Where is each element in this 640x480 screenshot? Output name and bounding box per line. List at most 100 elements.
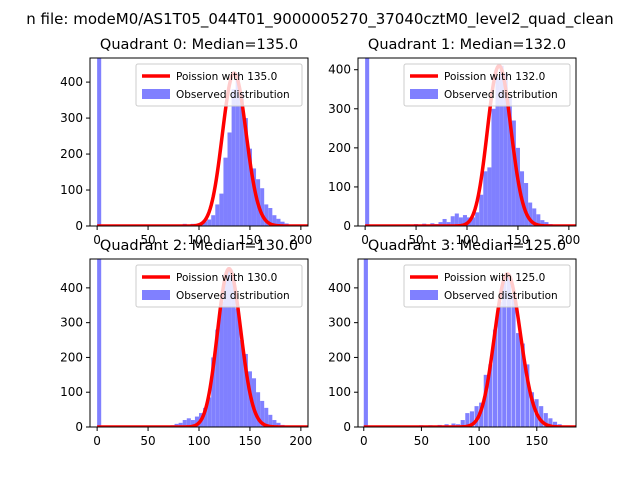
poisson-curve — [96, 71, 308, 226]
legend-entry-observed: Observed distribution — [444, 290, 558, 302]
legend-entry-observed: Observed distribution — [176, 290, 290, 302]
plot-area — [364, 58, 576, 226]
hist-bar — [520, 343, 525, 427]
x-tick-label: 50 — [140, 233, 155, 247]
hist-bar — [207, 397, 212, 427]
y-tick-label: 200 — [60, 350, 83, 364]
hist-bar — [460, 420, 465, 427]
hist-bar — [529, 392, 535, 427]
hist-bar — [251, 168, 257, 226]
hist-bar — [223, 157, 228, 226]
hist-bar — [507, 97, 512, 226]
legend-entry-observed: Observed distribution — [444, 89, 558, 101]
hist-bar — [276, 422, 281, 427]
hist-bar — [215, 204, 220, 226]
legend-entry-poisson: Poission with 132.0 — [444, 71, 545, 83]
subplot-title: Quadrant 1: Median=132.0 — [368, 37, 566, 53]
subplot-grid: 0 50 100 150 200 0 100 200 300 400 Quadrant 0: Med… — [60, 37, 580, 448]
legend-box — [403, 264, 571, 308]
y-tick-label: 0 — [75, 420, 83, 434]
hist-bar — [215, 329, 220, 427]
y-tick-label: 200 — [328, 350, 351, 364]
hist-bar — [231, 89, 236, 226]
hist-bar — [264, 204, 269, 226]
hist-bar — [540, 220, 545, 226]
subplot-title: Quadrant 2: Median=130.0 — [100, 238, 298, 254]
y-tick-label: 400 — [328, 281, 351, 295]
hist-bar — [511, 294, 516, 427]
subplot-title: Quadrant 0: Median=135.0 — [100, 37, 298, 53]
legend-entry-poisson: Poission with 135.0 — [176, 71, 277, 83]
hist-bar — [516, 333, 521, 427]
y-tick-label: 100 — [60, 385, 83, 399]
hist-bar — [272, 215, 277, 226]
x-tick-label: 50 — [408, 233, 423, 247]
hist-bar — [492, 329, 498, 427]
hist-bar — [450, 216, 455, 226]
hist-bar — [97, 58, 102, 226]
hist-bar — [483, 374, 488, 427]
hist-bar — [548, 418, 553, 427]
hist-bar — [247, 148, 252, 226]
hist-bar — [475, 212, 480, 226]
hist-bar — [544, 222, 549, 226]
y-tick-label: 0 — [343, 219, 351, 233]
y-tick-label: 400 — [60, 281, 83, 295]
x-tick-label: 100 — [188, 434, 211, 448]
y-tick-label: 0 — [75, 219, 83, 233]
hist-bar — [471, 217, 476, 226]
x-tick-label: 200 — [557, 233, 580, 247]
hist-bar — [272, 420, 277, 427]
hist-bar — [524, 183, 529, 226]
hist-bar — [491, 108, 496, 226]
subplot-quadrant-0: 0 50 100 150 200 0 100 200 300 400 Quadrant 0: Med… — [60, 37, 312, 247]
hist-bar — [487, 167, 492, 226]
hist-bar — [276, 218, 281, 226]
hist-bar — [260, 400, 265, 427]
x-tick-label: 0 — [361, 233, 369, 247]
hist-bar — [219, 301, 224, 427]
hist-bar — [536, 214, 541, 226]
y-tick-label: 100 — [60, 183, 83, 197]
legend-box — [135, 63, 303, 107]
hist-bar — [462, 215, 467, 226]
hist-bar — [194, 416, 199, 427]
y-tick-label: 200 — [60, 147, 83, 161]
x-tick-label: 150 — [506, 233, 529, 247]
hist-bar — [256, 392, 261, 427]
y-tick-label: 300 — [328, 316, 351, 330]
x-tick-label: 0 — [93, 233, 101, 247]
x-tick-label: 50 — [414, 434, 429, 448]
hist-bar — [190, 420, 195, 427]
subplot-quadrant-2: 0 50 100 150 200 0 100 200 300 400 Quadrant 2: Med… — [60, 238, 312, 448]
x-tick-label: 50 — [140, 434, 155, 448]
hist-bar — [479, 194, 484, 226]
hist-bar — [454, 213, 459, 226]
hist-bar — [532, 208, 537, 226]
y-tick-label: 200 — [328, 141, 351, 155]
hist-bar — [243, 353, 248, 427]
hist-bar — [219, 193, 224, 226]
hist-bar — [438, 222, 443, 226]
hist-bar — [264, 407, 269, 427]
x-tick-label: 100 — [188, 233, 211, 247]
hist-bar — [182, 420, 187, 427]
hist-bar — [528, 202, 533, 226]
hist-bar — [499, 65, 504, 226]
hist-bar — [446, 222, 451, 226]
hist-bar — [223, 273, 228, 427]
plot-area — [363, 259, 576, 427]
hist-bar — [239, 340, 244, 427]
y-tick-label: 400 — [328, 63, 351, 77]
x-tick-label: 150 — [238, 434, 261, 448]
y-tick-label: 300 — [60, 111, 83, 125]
hist-bar — [227, 268, 232, 427]
y-tick-label: 0 — [343, 420, 351, 434]
y-tick-label: 300 — [328, 102, 351, 116]
hist-bar — [211, 215, 216, 226]
legend: Poission with 130.0 Observed distribution — [135, 264, 303, 308]
x-tick-label: 150 — [525, 434, 548, 448]
legend-entry-poisson: Poission with 125.0 — [444, 272, 545, 284]
figure-suptitle: n file: modeM0/AS1T05_044T01_9000005270_… — [26, 10, 613, 29]
hist-bar — [442, 218, 447, 226]
